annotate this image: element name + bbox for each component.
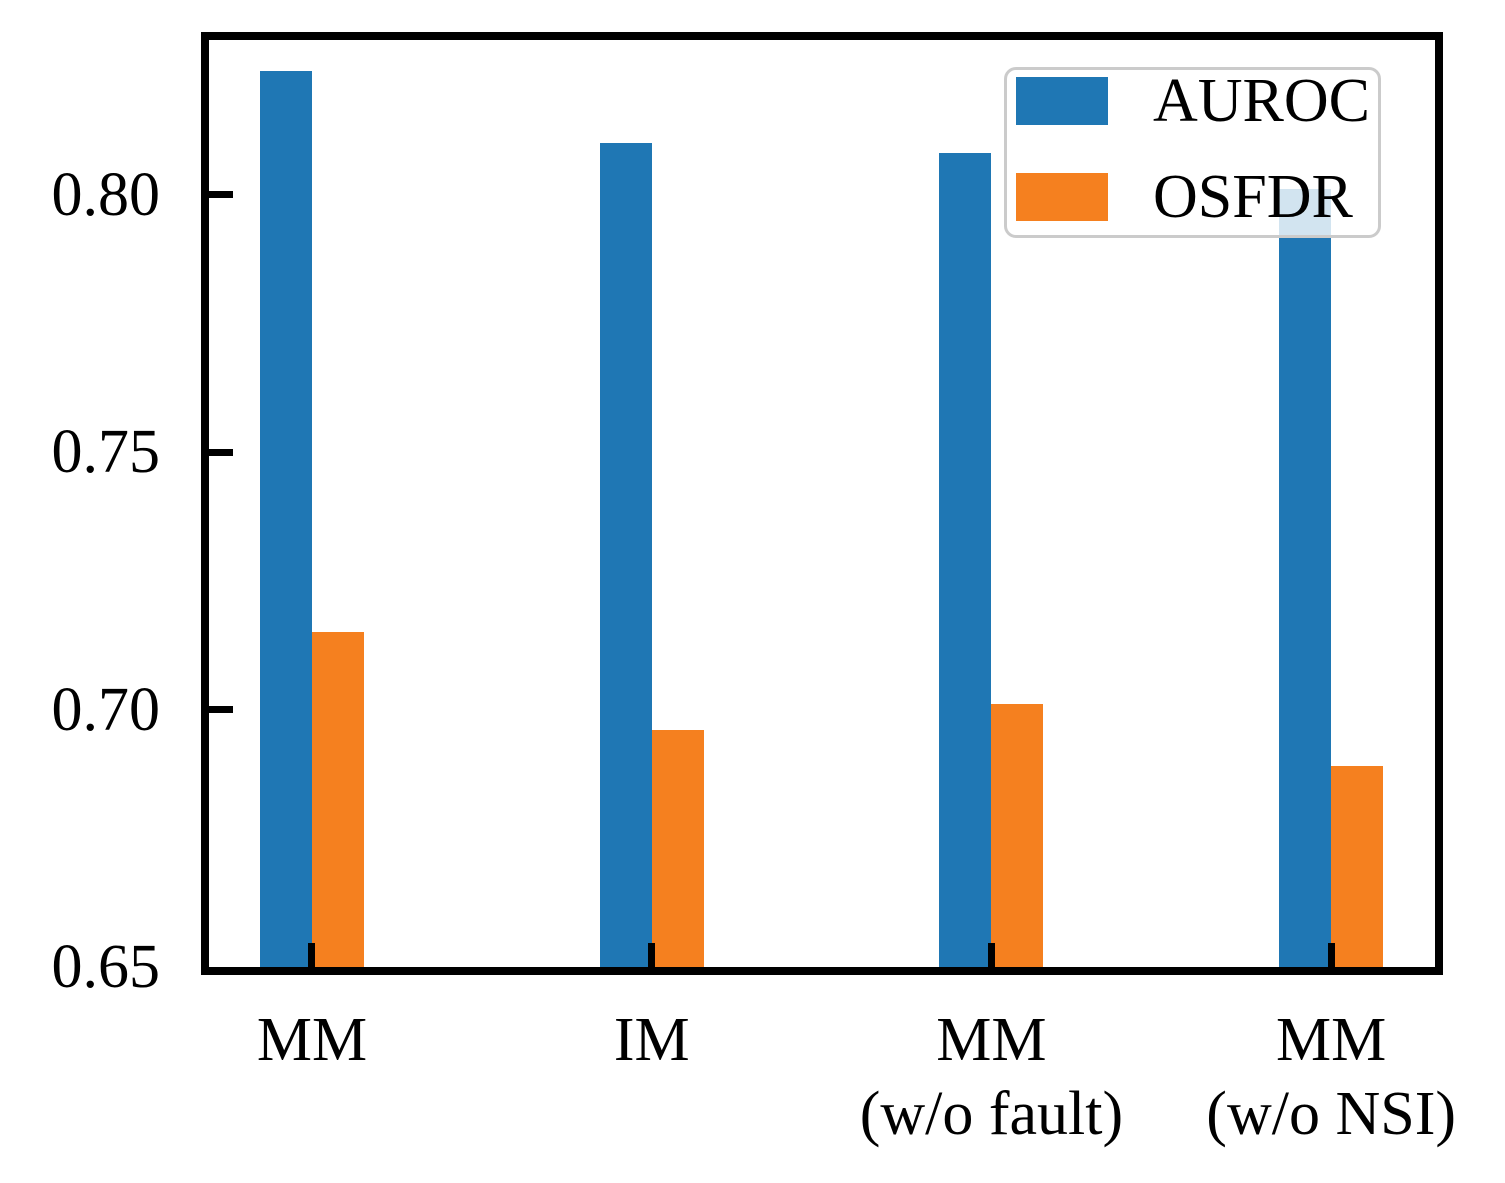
plot-frame (201, 32, 1443, 975)
y-tick-mark (209, 191, 233, 198)
legend: AUROC OSFDR (1004, 67, 1381, 238)
x-tick-label: MM (w/o NSI) (1146, 1003, 1505, 1151)
x-tick-label: MM (w/o fault) (806, 1003, 1176, 1151)
y-tick-mark (209, 706, 233, 713)
x-tick-label-line: MM (936, 1006, 1047, 1074)
y-tick-label: 0.80 (51, 160, 161, 229)
bar-auroc-0 (259, 70, 312, 967)
bar-auroc-1 (599, 143, 652, 967)
y-tick-label: 0.65 (51, 933, 161, 1001)
x-tick-mark (648, 943, 656, 967)
x-tick-mark (1327, 943, 1335, 967)
legend-swatch-osfdr (1016, 173, 1108, 221)
x-tick-label-line: IM (613, 1006, 690, 1074)
legend-label-osfdr: OSFDR (1153, 163, 1353, 231)
y-tick-label: 0.70 (51, 675, 161, 744)
y-tick-mark (209, 448, 233, 456)
x-tick-label-line: MM (1276, 1006, 1387, 1074)
x-tick-mark (987, 943, 995, 967)
legend-row: AUROC (1016, 67, 1371, 135)
x-tick-label-line: MM (256, 1006, 368, 1074)
bar-osfdr-3 (1331, 766, 1384, 967)
x-tick-mark (308, 943, 316, 967)
x-tick-label-line: (w/o NSI) (1206, 1080, 1456, 1148)
x-tick-label-line: (w/o fault) (859, 1080, 1124, 1148)
bar-osfdr-0 (311, 632, 364, 967)
bar-osfdr-2 (991, 704, 1044, 967)
legend-row: OSFDR (1016, 163, 1353, 231)
x-tick-label: IM (467, 1003, 837, 1077)
legend-swatch-auroc (1016, 77, 1108, 125)
bar-auroc-3 (1279, 189, 1332, 967)
y-tick-label: 0.75 (51, 418, 161, 486)
bar-auroc-2 (939, 153, 992, 967)
x-tick-label: MM (127, 1003, 497, 1077)
legend-label-auroc: AUROC (1153, 67, 1371, 135)
bar-osfdr-1 (651, 730, 704, 967)
